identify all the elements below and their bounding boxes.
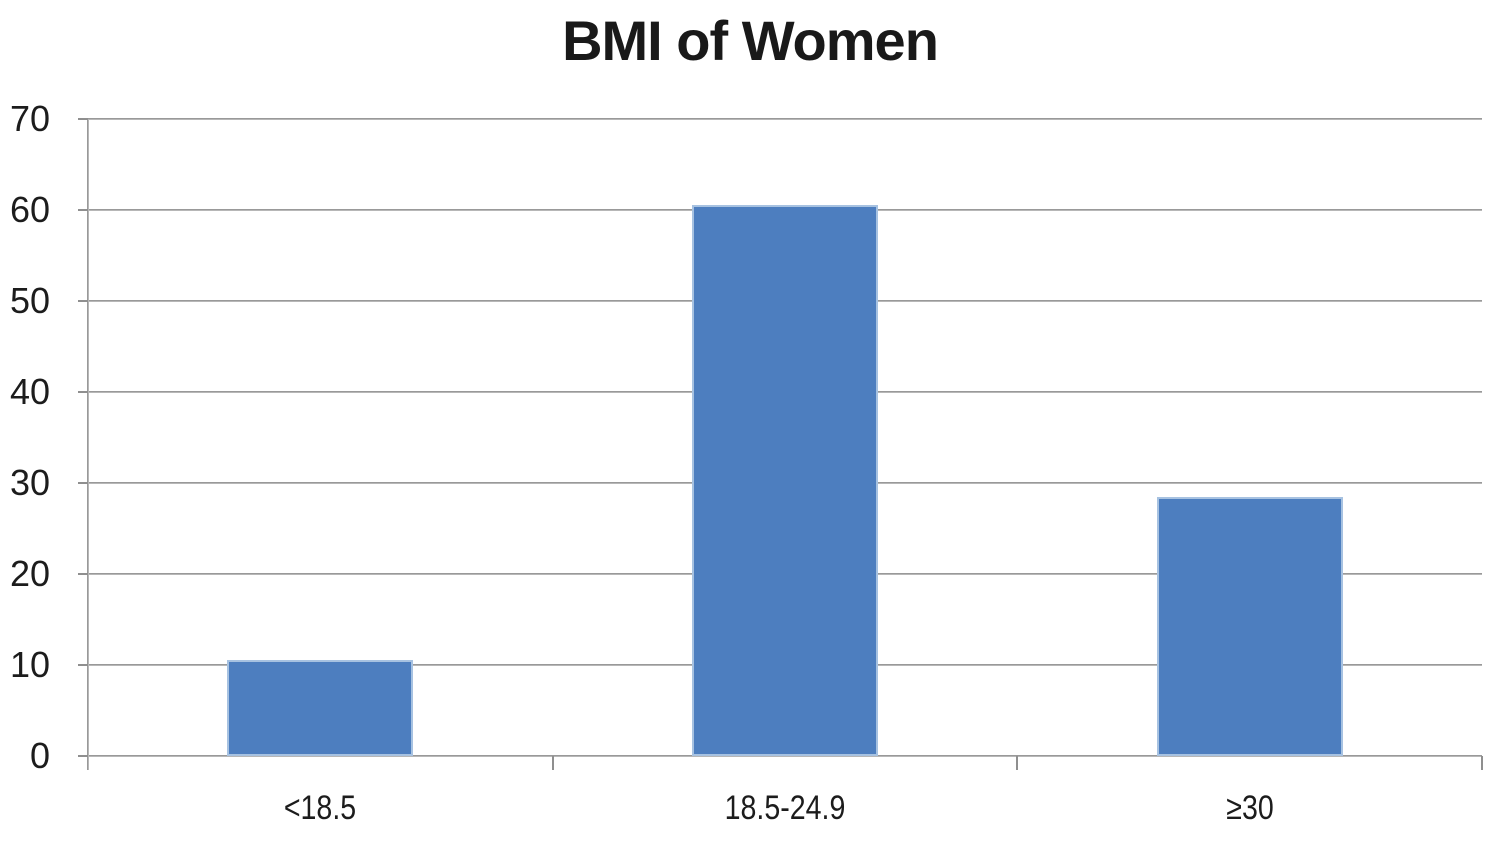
bar-18.5-24.9 bbox=[692, 204, 878, 756]
y-axis-tick-0 bbox=[78, 755, 88, 757]
y-axis-line bbox=[87, 119, 89, 770]
gridline-0 bbox=[88, 755, 1482, 757]
x-axis-boundary-tick-1 bbox=[551, 756, 554, 770]
x-axis-boundary-tick-3 bbox=[1481, 756, 1483, 770]
y-axis-tick-20 bbox=[78, 573, 88, 575]
y-axis-label-50: 50 bbox=[9, 280, 50, 321]
y-axis-tick-10 bbox=[78, 664, 88, 666]
y-axis-label-40: 40 bbox=[9, 371, 50, 412]
x-axis-boundary-tick-2 bbox=[1016, 756, 1019, 770]
x-axis-label-<18.5: <18.5 bbox=[284, 789, 357, 827]
y-axis-tick-30 bbox=[78, 482, 88, 484]
gridline-70 bbox=[88, 118, 1482, 120]
y-axis-label-0: 0 bbox=[29, 735, 50, 776]
y-axis-tick-40 bbox=[78, 391, 88, 393]
y-axis-label-30: 30 bbox=[9, 462, 50, 503]
bar-≥30 bbox=[1156, 496, 1343, 756]
y-axis-tick-50 bbox=[78, 300, 88, 302]
y-axis-label-70: 70 bbox=[9, 98, 50, 139]
y-axis-label-20: 20 bbox=[9, 553, 50, 594]
bar-<18.5 bbox=[227, 659, 414, 756]
y-axis-tick-70 bbox=[78, 118, 88, 120]
plot-area bbox=[88, 118, 1482, 757]
y-axis-label-60: 60 bbox=[9, 189, 50, 230]
y-axis-tick-60 bbox=[78, 209, 88, 211]
chart-title: BMI of Women bbox=[562, 9, 939, 72]
y-axis-label-10: 10 bbox=[9, 644, 50, 685]
x-axis-label-≥30: ≥30 bbox=[1225, 789, 1274, 827]
x-axis-label-18.5-24.9: 18.5-24.9 bbox=[724, 789, 846, 827]
